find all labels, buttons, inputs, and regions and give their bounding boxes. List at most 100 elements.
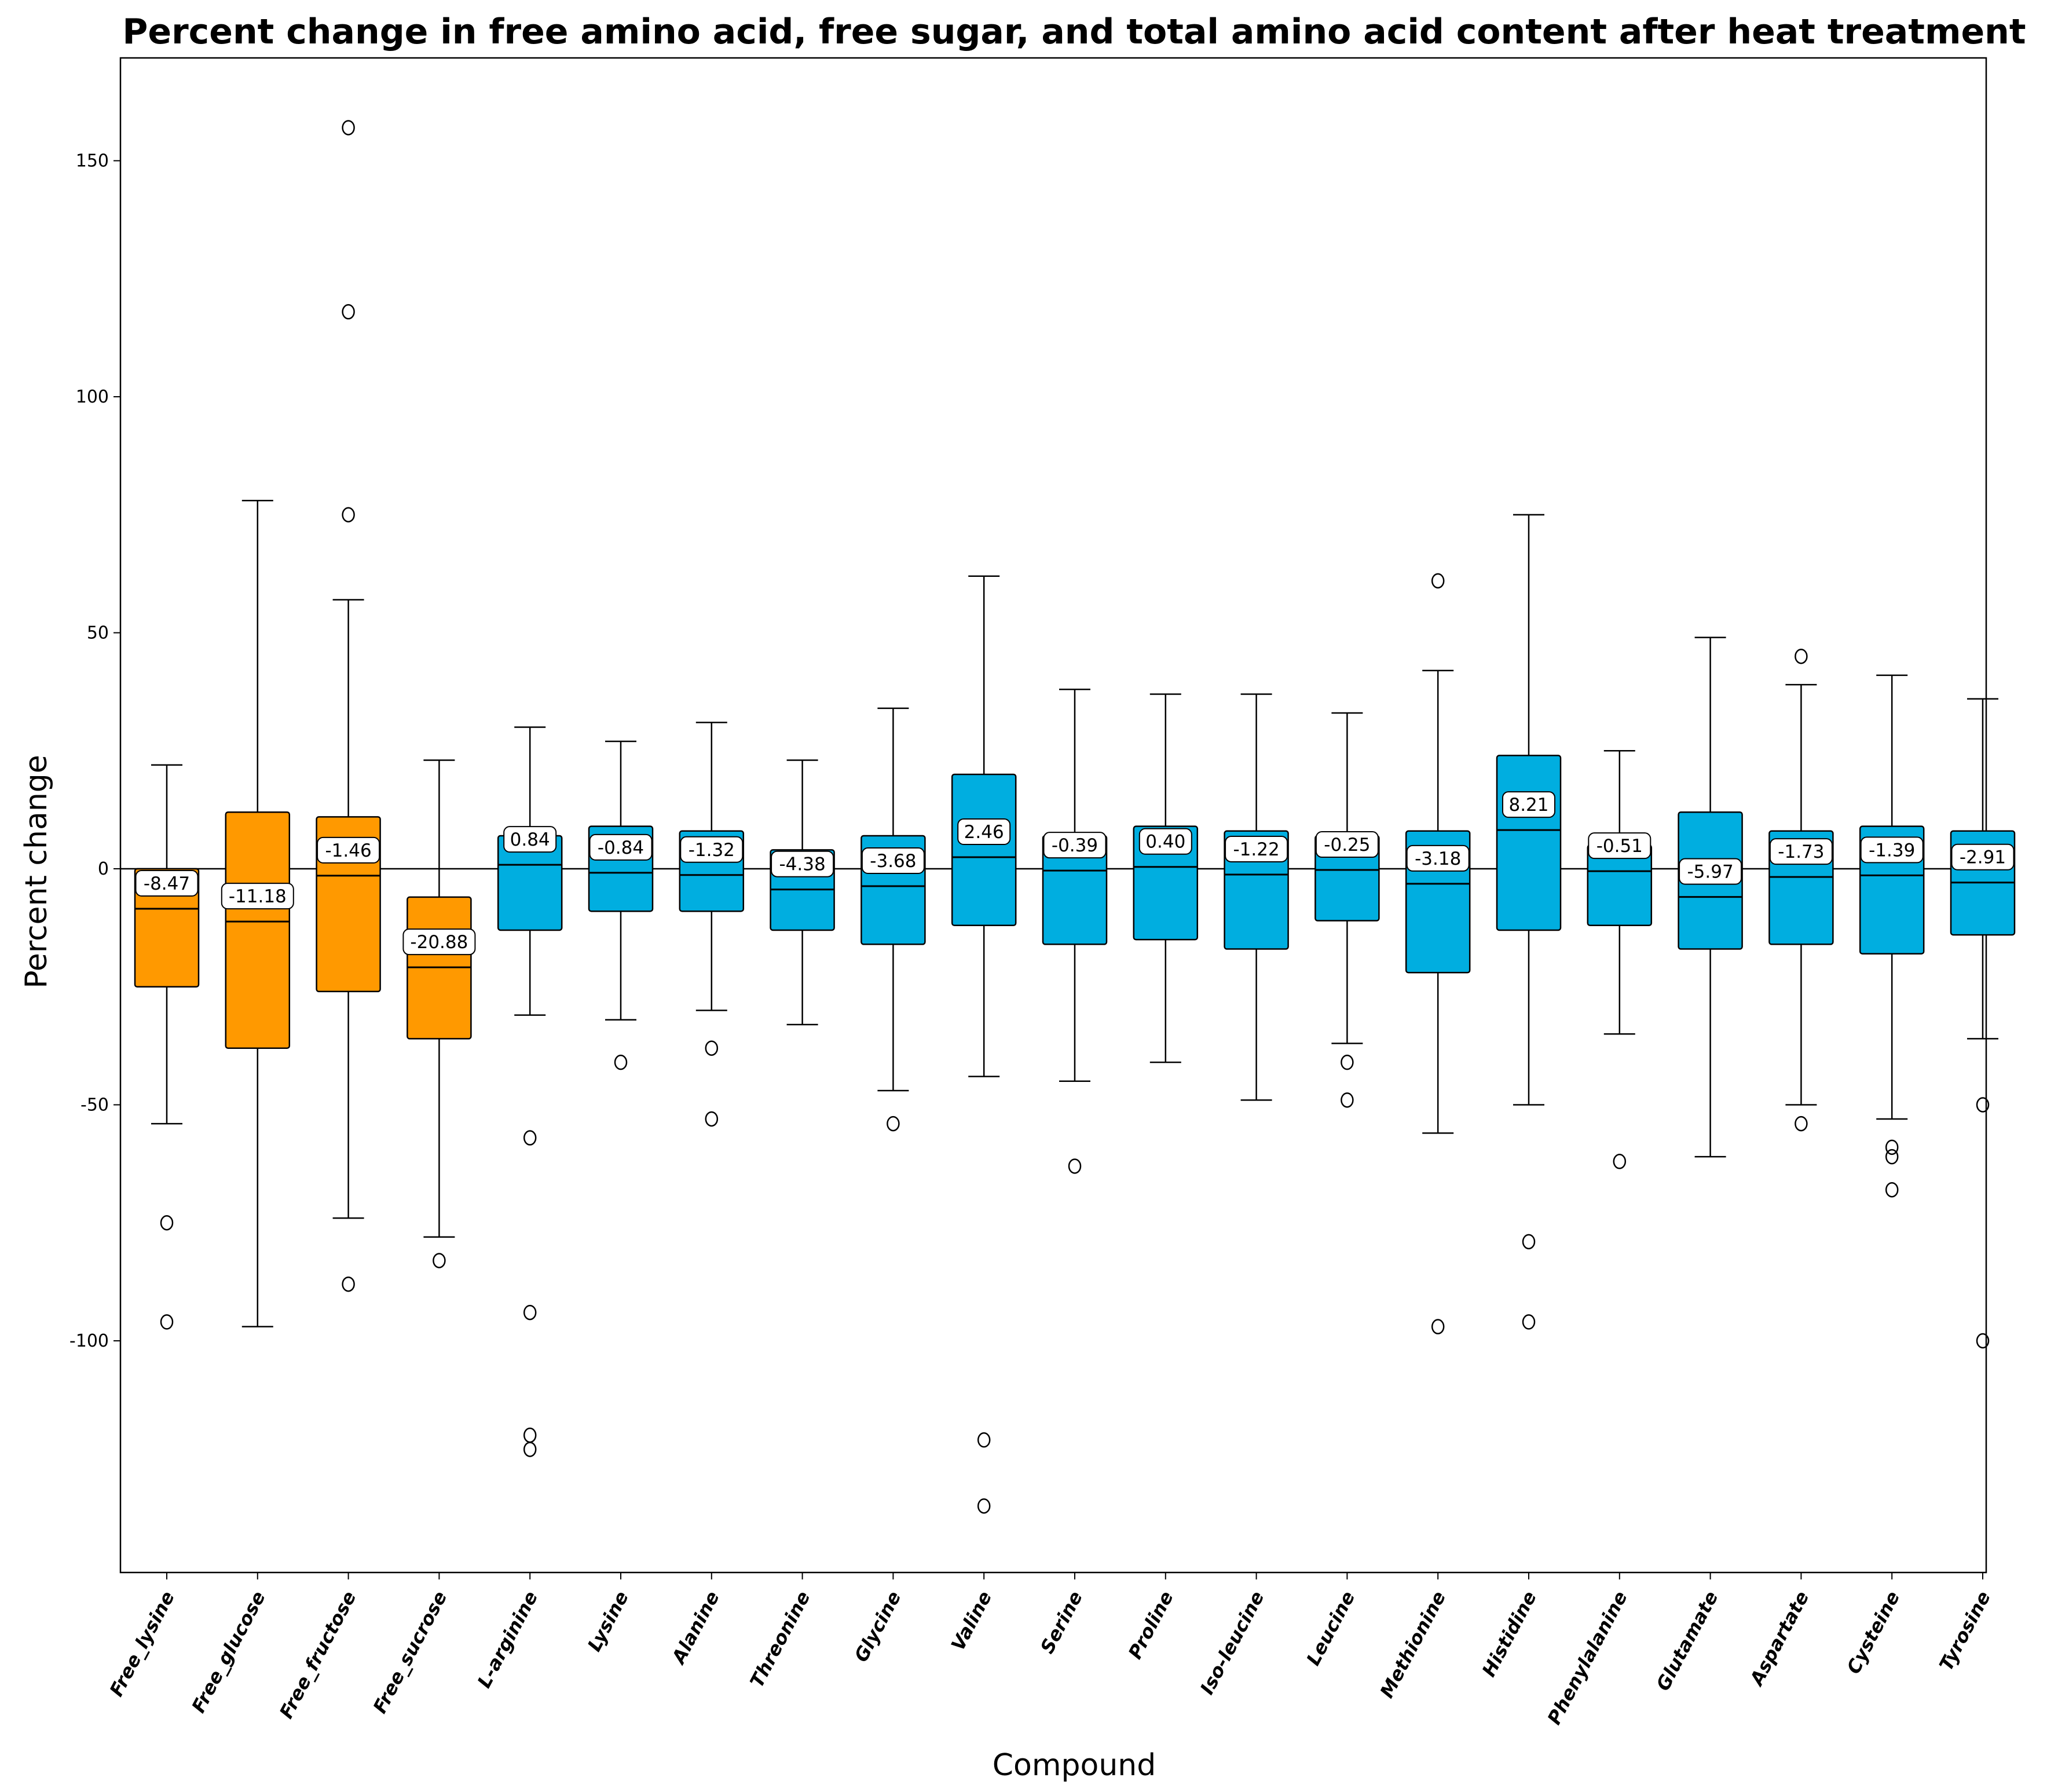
median-label: 8.21 bbox=[1508, 795, 1548, 815]
outlier-point bbox=[887, 1116, 900, 1132]
median-label-box bbox=[1043, 832, 1107, 859]
outlier-point bbox=[160, 1314, 174, 1330]
box-aspartate: -1.73 bbox=[1768, 649, 1834, 1132]
x-tick-label: Phenylalanine bbox=[1543, 1588, 1632, 1728]
box-free-fructose: -1.46 bbox=[316, 120, 381, 1292]
box-histidine: 8.21 bbox=[1496, 514, 1562, 1330]
x-tick-label: Free_glucose bbox=[187, 1588, 269, 1717]
median-label: -4.38 bbox=[779, 854, 825, 875]
box-tyrosine: -2.91 bbox=[1950, 698, 2016, 1349]
chart-title: Percent change in free amino acid, free … bbox=[122, 12, 2026, 52]
outlier-point bbox=[523, 1442, 537, 1457]
outlier-point bbox=[523, 1130, 537, 1146]
median-label-box bbox=[1502, 791, 1555, 818]
x-tick-label: Methionine bbox=[1375, 1588, 1450, 1702]
median-label: -0.51 bbox=[1596, 836, 1643, 857]
box-threonine: -4.38 bbox=[770, 759, 835, 1026]
outlier-point bbox=[1885, 1182, 1899, 1198]
box-valine: 2.46 bbox=[951, 575, 1017, 1514]
x-axis-label: Compound bbox=[993, 1748, 1156, 1783]
y-tick-label: 150 bbox=[76, 151, 109, 171]
plot-frame bbox=[119, 57, 1987, 1574]
outlier-point bbox=[1795, 649, 1808, 664]
x-tick-label: Leucine bbox=[1302, 1588, 1360, 1669]
median-label-box bbox=[1406, 844, 1470, 872]
box-leucine: -0.25 bbox=[1314, 712, 1380, 1108]
outlier-point bbox=[705, 1111, 719, 1127]
median-label-box bbox=[1315, 831, 1379, 858]
x-tick-label: Free_fructose bbox=[275, 1588, 361, 1722]
median-label-box bbox=[771, 850, 834, 877]
median-label: -1.46 bbox=[325, 840, 371, 861]
outlier-point bbox=[705, 1040, 719, 1056]
box-l-arginine: 0.84 bbox=[497, 726, 563, 1457]
x-tick-label: Proline bbox=[1124, 1588, 1178, 1663]
x-tick-label: Cysteine bbox=[1843, 1588, 1905, 1677]
outlier-point bbox=[977, 1498, 991, 1514]
median-label-box bbox=[1951, 843, 2015, 871]
median-label: 2.46 bbox=[964, 822, 1004, 843]
median-label-box bbox=[589, 833, 653, 861]
median-label: -0.39 bbox=[1052, 835, 1098, 856]
box-cysteine: -1.39 bbox=[1859, 674, 1925, 1198]
median-label: -3.18 bbox=[1415, 849, 1461, 869]
outlier-point bbox=[342, 120, 355, 136]
outlier-point bbox=[1885, 1139, 1899, 1155]
median-label-box bbox=[317, 836, 380, 864]
median-label: -2.91 bbox=[1960, 847, 2006, 868]
x-tick-label: Lysine bbox=[583, 1588, 633, 1655]
median-label-box bbox=[957, 818, 1011, 845]
median-label: 0.40 bbox=[1145, 832, 1185, 853]
box-free-sucrose: -20.88 bbox=[402, 759, 476, 1268]
iqr-box bbox=[134, 868, 200, 988]
outlier-point bbox=[1795, 1116, 1808, 1132]
outlier-point bbox=[523, 1304, 537, 1321]
x-tick-label: Free_lysine bbox=[105, 1588, 179, 1700]
median-label: -0.84 bbox=[598, 838, 644, 858]
x-tick-label: Alanine bbox=[667, 1588, 724, 1669]
outlier-point bbox=[1431, 1319, 1445, 1334]
y-tick-label: 50 bbox=[87, 623, 109, 643]
median-label: -1.39 bbox=[1869, 840, 1915, 861]
median-label: -20.88 bbox=[410, 932, 468, 953]
box-methionine: -3.18 bbox=[1405, 573, 1471, 1334]
outlier-point bbox=[1522, 1314, 1536, 1330]
median-label-box bbox=[1138, 828, 1192, 855]
outlier-point bbox=[342, 507, 355, 522]
outlier-point bbox=[1068, 1158, 1082, 1174]
outlier-point bbox=[1341, 1054, 1354, 1070]
median-label-box bbox=[1860, 836, 1924, 864]
x-tick-label: Serine bbox=[1036, 1588, 1087, 1657]
y-axis-label: Percent change bbox=[19, 755, 54, 989]
x-tick-label: Free_sucrose bbox=[369, 1588, 452, 1717]
x-tick-label: Histidine bbox=[1478, 1588, 1541, 1680]
median-label: -11.18 bbox=[229, 886, 287, 907]
box-glutamate: -5.97 bbox=[1678, 637, 1743, 1158]
outlier-point bbox=[1613, 1154, 1627, 1169]
x-tick-label: Glycine bbox=[850, 1588, 906, 1666]
outlier-point bbox=[614, 1054, 628, 1070]
box-free-glucose: -11.18 bbox=[221, 500, 294, 1327]
median-label-box bbox=[861, 847, 925, 874]
box-serine: -0.39 bbox=[1042, 689, 1108, 1174]
box-alanine: -1.32 bbox=[679, 722, 745, 1127]
outlier-point bbox=[433, 1253, 446, 1268]
outlier-point bbox=[1522, 1234, 1536, 1250]
y-tick-label: 0 bbox=[98, 859, 109, 879]
outlier-point bbox=[1885, 1149, 1899, 1165]
y-tick-label: -100 bbox=[69, 1331, 109, 1351]
outlier-point bbox=[1976, 1097, 1990, 1113]
outlier-point bbox=[1341, 1092, 1354, 1108]
outlier-point bbox=[342, 304, 355, 320]
x-tick-label: Glutamate bbox=[1651, 1588, 1722, 1695]
box-glycine: -3.68 bbox=[860, 707, 926, 1132]
x-tick-label: L-arginine bbox=[473, 1588, 543, 1692]
outlier-point bbox=[523, 1427, 537, 1443]
median-label-box bbox=[1225, 835, 1288, 862]
box-iso-leucine: -1.22 bbox=[1224, 693, 1289, 1101]
iqr-box bbox=[225, 811, 291, 1049]
median-label-box bbox=[135, 870, 199, 897]
x-tick-label: Iso-leucine bbox=[1196, 1588, 1269, 1698]
median-label: -5.97 bbox=[1687, 862, 1733, 883]
outlier-point bbox=[1976, 1333, 1990, 1349]
